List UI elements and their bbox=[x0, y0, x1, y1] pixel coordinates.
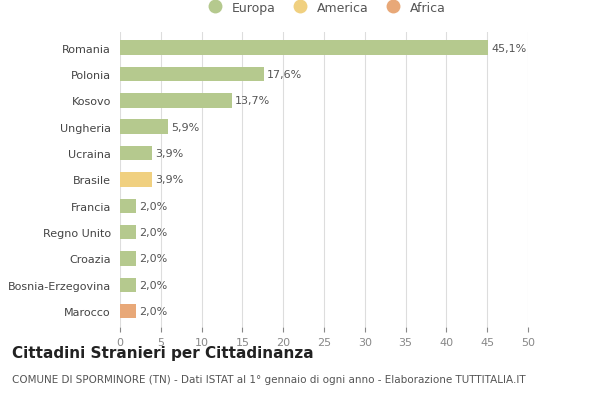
Text: Cittadini Stranieri per Cittadinanza: Cittadini Stranieri per Cittadinanza bbox=[12, 346, 314, 361]
Bar bbox=[120, 94, 232, 108]
Bar bbox=[120, 41, 488, 56]
Text: 2,0%: 2,0% bbox=[140, 280, 168, 290]
Bar bbox=[120, 278, 136, 292]
Text: 2,0%: 2,0% bbox=[140, 254, 168, 264]
Text: 17,6%: 17,6% bbox=[267, 70, 302, 80]
Bar bbox=[120, 67, 263, 82]
Bar bbox=[120, 199, 136, 213]
Bar bbox=[120, 146, 152, 161]
Text: 2,0%: 2,0% bbox=[140, 227, 168, 238]
Text: COMUNE DI SPORMINORE (TN) - Dati ISTAT al 1° gennaio di ogni anno - Elaborazione: COMUNE DI SPORMINORE (TN) - Dati ISTAT a… bbox=[12, 374, 526, 384]
Bar bbox=[120, 252, 136, 266]
Legend: Europa, America, Africa: Europa, America, Africa bbox=[203, 2, 445, 15]
Text: 45,1%: 45,1% bbox=[491, 43, 527, 54]
Text: 2,0%: 2,0% bbox=[140, 201, 168, 211]
Bar bbox=[120, 304, 136, 319]
Bar bbox=[120, 225, 136, 240]
Text: 3,9%: 3,9% bbox=[155, 149, 184, 159]
Bar bbox=[120, 173, 152, 187]
Text: 2,0%: 2,0% bbox=[140, 306, 168, 317]
Text: 5,9%: 5,9% bbox=[172, 122, 200, 133]
Bar bbox=[120, 120, 168, 135]
Text: 13,7%: 13,7% bbox=[235, 96, 271, 106]
Text: 3,9%: 3,9% bbox=[155, 175, 184, 185]
